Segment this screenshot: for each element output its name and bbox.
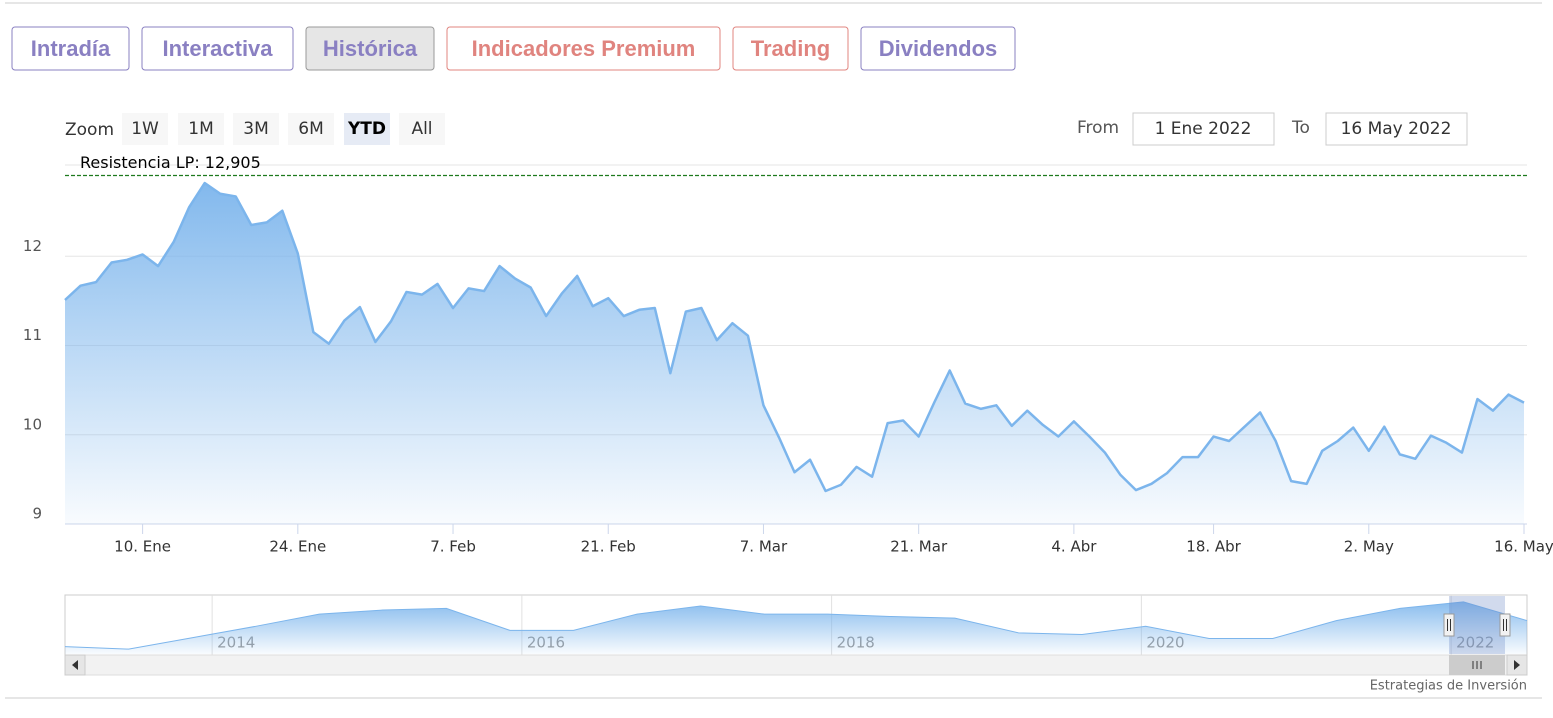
navigator-handle[interactable] <box>1499 613 1511 637</box>
navigator-area <box>65 601 1527 654</box>
navigator: 20142016201820202022 <box>64 594 1528 656</box>
zoom-button-label[interactable]: 1M <box>188 119 213 139</box>
navigator-handle[interactable] <box>1443 613 1455 637</box>
tab-button[interactable] <box>305 26 435 71</box>
zoom-button-label[interactable]: 6M <box>298 119 323 139</box>
x-tick-label: 4. Abr <box>1051 538 1097 556</box>
x-tick-label: 7. Feb <box>430 538 476 556</box>
y-tick-label: 11 <box>23 326 42 344</box>
from-value[interactable]: 1 Ene 2022 <box>1155 119 1252 139</box>
y-tick-label: 12 <box>23 237 42 255</box>
zoom-button[interactable] <box>288 113 334 145</box>
zoom-label: Zoom <box>65 120 114 140</box>
x-tick-label: 18. Abr <box>1186 538 1241 556</box>
tab-button[interactable] <box>141 26 294 71</box>
zoom-button[interactable] <box>233 113 279 145</box>
navigator-selection[interactable] <box>1449 596 1505 654</box>
main-chart: 9 10 11 12 10. Ene 24. Ene 7. Feb 21. Feb 7. Mar… <box>23 153 1553 556</box>
navigator-line <box>64 601 1528 650</box>
tab-label[interactable]: Intradía <box>31 36 111 61</box>
area-fill <box>65 183 1524 524</box>
zoom: Zoom 1W 1M 3M 6M YTD All <box>65 113 445 145</box>
zoom-button-label[interactable]: All <box>411 119 432 139</box>
to-input[interactable] <box>1325 112 1468 146</box>
zoom-button[interactable] <box>178 113 224 145</box>
tab-label[interactable]: Trading <box>751 36 830 61</box>
x-tick-label: 7. Mar <box>740 538 788 556</box>
from-label: From <box>1077 118 1119 138</box>
zoom-button-label[interactable]: 3M <box>243 119 268 139</box>
resistance-label: Resistencia LP: 12,905 <box>80 153 261 172</box>
handle-grip <box>1503 619 1507 631</box>
y-tick-label: 9 <box>32 505 42 523</box>
tab-label[interactable]: Histórica <box>323 36 418 61</box>
price-line <box>64 181 1525 493</box>
to-value[interactable]: 16 May 2022 <box>1341 119 1452 139</box>
from-input[interactable] <box>1132 112 1275 146</box>
arrow-right <box>1514 660 1520 670</box>
handle-grip <box>1447 619 1451 631</box>
tab-button[interactable] <box>732 26 849 71</box>
zoom-button[interactable] <box>344 113 390 145</box>
date-range: From 1 Ene 2022 To 16 May 2022 <box>1077 112 1468 146</box>
tab-button[interactable] <box>446 26 721 71</box>
zoom-button[interactable] <box>399 113 445 145</box>
x-tick-label: 21. Mar <box>890 538 948 556</box>
tab-label[interactable]: Dividendos <box>879 36 998 61</box>
tab-button[interactable] <box>860 26 1016 71</box>
tab-label[interactable]: Interactiva <box>162 36 273 61</box>
tab-button[interactable] <box>11 26 130 71</box>
scrollbar[interactable] <box>64 654 1528 676</box>
y-tick-label: 10 <box>23 415 42 433</box>
thumb-grip <box>1472 661 1482 669</box>
x-tick-label: 24. Ene <box>269 538 326 556</box>
scrollbar-track[interactable] <box>64 654 1528 676</box>
credit: Estrategias de Inversión <box>1370 679 1527 694</box>
x-tick-label: 2. May <box>1344 538 1394 556</box>
zoom-button[interactable] <box>122 113 168 145</box>
tab-label[interactable]: Indicadores Premium <box>472 36 696 61</box>
arrow-left <box>72 660 78 670</box>
zoom-button-label[interactable]: 1W <box>131 119 159 139</box>
zoom-button-label[interactable]: YTD <box>347 119 386 139</box>
x-tick-label: 16. May <box>1494 538 1553 556</box>
to-label: To <box>1291 118 1310 138</box>
x-tick-label: 10. Ene <box>114 538 171 556</box>
x-tick-label: 21. Feb <box>581 538 636 556</box>
tabs: Intradía Interactiva Histórica Indicadores … <box>11 26 1016 71</box>
